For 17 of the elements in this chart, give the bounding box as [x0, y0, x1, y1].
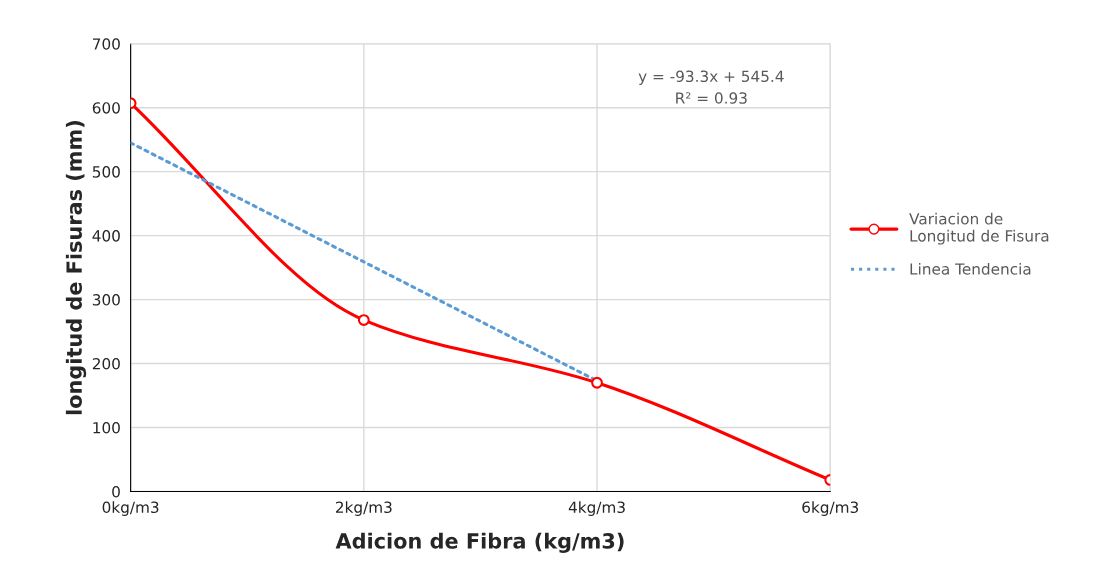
y-axis-title: longitud de Fisuras (mm)	[65, 121, 87, 415]
x-tick-label: 4kg/m3	[568, 501, 625, 516]
legend-label: Linea Tendencia	[910, 262, 1031, 275]
y-tick-label: 600	[92, 102, 120, 114]
y-tick-label: 500	[92, 166, 120, 178]
y-tick-label: 400	[92, 230, 120, 242]
annotation: y = -93.3x + 545.4 R² = 0.93	[638, 70, 784, 104]
y-tick-label: 700	[93, 38, 120, 50]
x-tick-label: 6kg/m3	[802, 501, 859, 516]
y-tick-label: 0	[112, 485, 120, 498]
y-tick-label: 300	[92, 294, 120, 306]
y-tick-label: 100	[93, 421, 120, 434]
x-tick-label: 2kg/m3	[335, 501, 392, 516]
x-tick-label: 0kg/m3	[102, 501, 159, 516]
y-tick-label: 200	[92, 358, 120, 370]
x-axis-title: Adicion de Fibra (kg/m3)	[335, 532, 624, 553]
legend-label: Variacion de Longitud de Fisura	[909, 212, 1049, 245]
